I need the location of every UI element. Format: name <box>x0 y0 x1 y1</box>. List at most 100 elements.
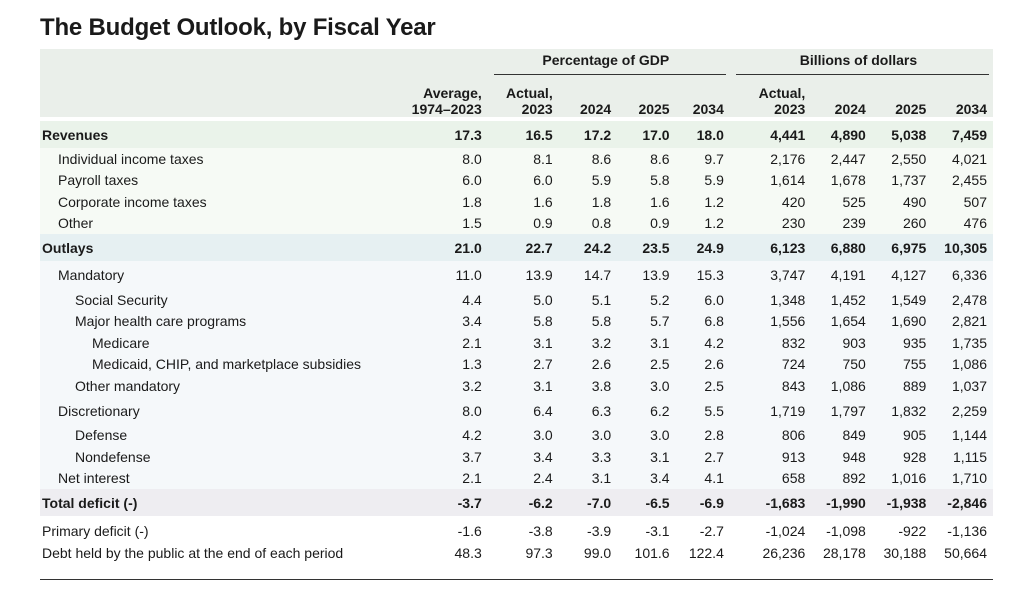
cell-value: 6,336 <box>932 261 993 289</box>
cell-value: 18.0 <box>675 121 730 148</box>
cell-value: 1,654 <box>811 310 872 332</box>
cell-value: -1,938 <box>871 489 933 516</box>
cell-value: -6.9 <box>675 489 730 516</box>
cell-value: 2.5 <box>617 353 676 375</box>
cell-value: 3.2 <box>558 332 618 354</box>
row-label: Debt held by the public at the end of ea… <box>42 545 344 561</box>
group-header-label: Percentage of GDP <box>542 52 670 68</box>
row-label: Other mandatory <box>40 375 398 397</box>
cell-value: 4,890 <box>811 121 872 148</box>
cell-value: 1.2 <box>675 212 730 234</box>
column-header-line2: 2025 <box>895 101 927 117</box>
column-header-line2: 2034 <box>692 101 724 117</box>
cell-value: -1.6 <box>457 523 482 539</box>
column-header-line2: 2023 <box>521 101 553 117</box>
column-header-line1: Average, <box>423 85 482 101</box>
cell-value: 849 <box>811 424 872 446</box>
table-row: Individual income taxes 8.0 8.1 8.6 8.6 … <box>40 148 993 170</box>
cell-value: 3.4 <box>487 446 559 468</box>
cell-value: -6.5 <box>617 489 676 516</box>
row-label: Social Security <box>40 289 398 311</box>
row-label: Net interest <box>40 467 398 489</box>
cell-value: -6.2 <box>487 489 559 516</box>
cell-value: 50,664 <box>944 545 987 561</box>
table-row: Debt held by the public at the end of ea… <box>40 542 993 564</box>
cell-value: 23.5 <box>617 234 676 261</box>
cell-value: 6.0 <box>398 169 488 191</box>
table-row-total-deficit: Total deficit (-) -3.7 -6.2 -7.0 -6.5 -6… <box>40 489 993 516</box>
cell-value: -7.0 <box>558 489 618 516</box>
cell-value: 17.0 <box>617 121 676 148</box>
cell-value: 1.5 <box>398 212 488 234</box>
row-label: Other <box>40 212 398 234</box>
table-row: Primary deficit (-) -1.6 -3.8 -3.9 -3.1 … <box>40 520 993 542</box>
group-header-pct-gdp: Percentage of GDP <box>488 49 730 75</box>
cell-value: 935 <box>871 332 933 354</box>
group-header-row: Percentage of GDP Billions of dollars <box>40 49 993 75</box>
column-header: 2024 <box>811 75 872 117</box>
cell-value: 1,678 <box>811 169 872 191</box>
cell-value: 1,037 <box>932 375 993 397</box>
cell-value: 13.9 <box>617 261 676 289</box>
cell-value: 4,021 <box>932 148 993 170</box>
cell-value: 6.3 <box>558 396 618 425</box>
cell-value: 5.8 <box>617 169 676 191</box>
row-label: Nondefense <box>40 446 398 468</box>
cell-value: -1,024 <box>765 523 806 539</box>
column-header-line2: 2023 <box>774 101 806 117</box>
table-row: Corporate income taxes 1.8 1.6 1.8 1.6 1… <box>40 191 993 213</box>
cell-value: 1.8 <box>398 191 488 213</box>
cell-value: 3.2 <box>398 375 488 397</box>
cell-value: 1,144 <box>932 424 993 446</box>
cell-value: 14.7 <box>558 261 618 289</box>
cell-value: 2.4 <box>487 467 559 489</box>
cell-value: 1.8 <box>558 191 618 213</box>
cell-value: 28,178 <box>822 545 866 561</box>
cell-value: 4.4 <box>398 289 488 311</box>
cell-value: 4,127 <box>871 261 933 289</box>
cell-value: 1,348 <box>729 289 812 311</box>
cell-value: 490 <box>871 191 933 213</box>
cell-value: 11.0 <box>398 261 488 289</box>
cell-value: 1,719 <box>729 396 812 425</box>
cell-value: 0.9 <box>487 212 559 234</box>
cell-value: 3.4 <box>617 467 676 489</box>
cell-value: 5.9 <box>675 169 730 191</box>
cell-value: 1,710 <box>932 467 993 489</box>
cell-value: 1,614 <box>729 169 812 191</box>
cell-value: 8.6 <box>617 148 676 170</box>
cell-value: 832 <box>729 332 812 354</box>
cell-value: -1,098 <box>826 523 866 539</box>
cell-value: -3.9 <box>587 523 612 539</box>
row-label: Defense <box>40 424 398 446</box>
cell-value: 101.6 <box>634 545 670 561</box>
table-row: Other 1.5 0.9 0.8 0.9 1.2 230 239 260 47… <box>40 212 993 234</box>
table-row-outlays: Outlays 21.0 22.7 24.2 23.5 24.9 6,123 6… <box>40 234 993 261</box>
cell-value: 17.2 <box>558 121 618 148</box>
cell-value: 5.8 <box>487 310 559 332</box>
cell-value: 4,191 <box>811 261 872 289</box>
cell-value: 99.0 <box>583 545 612 561</box>
cell-value: 5.9 <box>558 169 618 191</box>
cell-value: 420 <box>729 191 812 213</box>
cell-value: 2.7 <box>675 446 730 468</box>
column-header: 2025 <box>617 75 675 117</box>
table-row: Mandatory 11.0 13.9 14.7 13.9 15.3 3,747… <box>40 261 993 289</box>
cell-value: 1,452 <box>811 289 872 311</box>
row-label: Medicare <box>40 332 398 354</box>
cell-value: -1,990 <box>811 489 872 516</box>
cell-value: 239 <box>811 212 872 234</box>
cell-value: 6.4 <box>487 396 559 425</box>
cell-value: 5.2 <box>617 289 676 311</box>
cell-value: 658 <box>729 467 812 489</box>
cell-value: 22.7 <box>487 234 559 261</box>
cell-value: 2,259 <box>932 396 993 425</box>
cell-value: 24.2 <box>558 234 618 261</box>
cell-value: 6,880 <box>811 234 872 261</box>
cell-value: 0.8 <box>558 212 618 234</box>
cell-value: 3.3 <box>558 446 618 468</box>
cell-value: 13.9 <box>487 261 559 289</box>
cell-value: 16.5 <box>487 121 559 148</box>
cell-value: 1,556 <box>729 310 812 332</box>
cell-value: 3.0 <box>617 424 676 446</box>
